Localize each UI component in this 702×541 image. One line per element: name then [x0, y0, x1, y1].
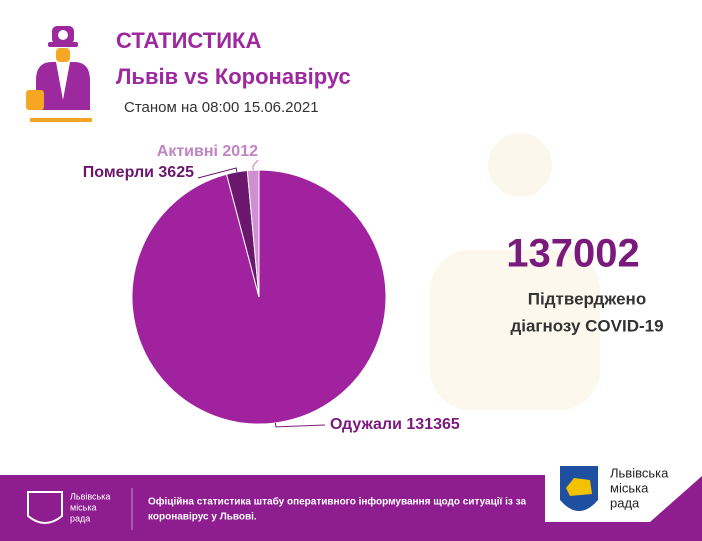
slice-category: Одужали	[330, 416, 402, 433]
slice-label: Активні 2012	[157, 143, 258, 160]
leader-line	[197, 167, 238, 179]
footer-crest	[27, 491, 63, 524]
slice-value: 2012	[222, 143, 258, 160]
date: Станом на 08:00 15.06.2021	[124, 99, 319, 116]
caption: Підтверджено	[528, 289, 646, 308]
subtitle: Львів vs Коронавірус	[116, 64, 351, 89]
slice-value: 131365	[406, 416, 459, 433]
slice-label: Одужали 131365	[330, 416, 460, 433]
slice-label: Померли 3625	[83, 164, 194, 181]
leader-line	[252, 159, 259, 171]
watermark	[430, 133, 600, 410]
footer-text: коронавірус у Львові.	[148, 512, 257, 523]
slice-category: Померли	[83, 164, 154, 181]
total: 137002	[506, 232, 639, 276]
title: СТАТИСТИКА	[116, 28, 261, 53]
logo-text: Львівська	[610, 465, 669, 480]
footer-logo-text: міська	[70, 502, 97, 512]
caption: діагнозу COVID-19	[510, 316, 663, 335]
footer-text: Офіційна статистика штабу оперативного і…	[148, 496, 526, 508]
footer-logo-text: Львівська	[70, 491, 110, 501]
doctor-icon	[26, 26, 92, 122]
slice-value: 3625	[158, 164, 194, 181]
leader-line	[274, 422, 326, 428]
footer-logo-text: рада	[70, 513, 90, 523]
logo-text: рада	[610, 495, 640, 510]
pie: Одужали 131365 Померли 3625 Активні 2012	[83, 143, 460, 433]
logo-text: міська	[610, 480, 649, 495]
slice-category: Активні	[157, 143, 218, 160]
crest-lion	[566, 478, 592, 496]
